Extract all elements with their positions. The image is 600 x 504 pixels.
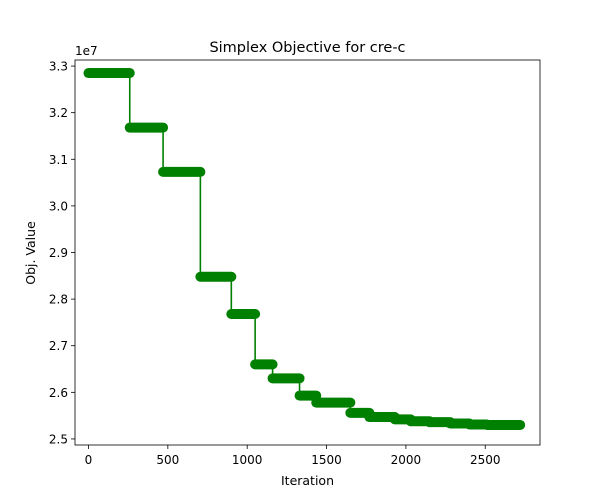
x-tick-label: 2500: [470, 453, 501, 467]
y-tick-label: 2.7: [49, 339, 68, 353]
y-tick-label: 3.1: [49, 153, 68, 167]
y-tick-label: 3.3: [49, 60, 68, 74]
y-tick-label: 3.0: [49, 199, 68, 213]
y-axis-label: Obj. Value: [23, 221, 38, 285]
x-tick-label: 1000: [232, 453, 263, 467]
y-tick-label: 2.9: [49, 246, 68, 260]
x-tick-label: 2000: [391, 453, 422, 467]
x-axis: 0 500 1000 1500 2000 2500: [85, 445, 501, 467]
y-tick-label: 2.8: [49, 293, 68, 307]
y-tick-label: 2.5: [49, 432, 68, 446]
plot-area-frame: [74, 59, 541, 446]
y-tick-label: 2.6: [49, 386, 68, 400]
series-layer: [83, 68, 526, 430]
x-axis-label: Iteration: [281, 473, 334, 488]
x-tick-label: 1500: [311, 453, 342, 467]
y-axis: 2.5 2.6 2.7 2.8 2.9 3.0 3.1 3.2 3.3: [49, 60, 75, 446]
y-tick-label: 3.2: [49, 106, 68, 120]
chart-title: Simplex Objective for cre-c: [209, 40, 405, 56]
x-tick-label: 0: [85, 453, 93, 467]
x-tick-label: 500: [156, 453, 179, 467]
y-axis-offset-label: 1e7: [75, 44, 98, 58]
